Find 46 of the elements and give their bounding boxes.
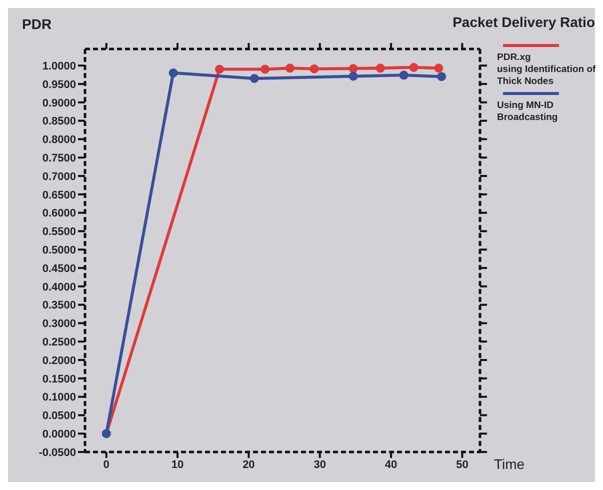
x-axis-title: Time — [494, 456, 525, 472]
point — [348, 72, 358, 81]
y-tick-label: 0.2000 — [42, 354, 76, 367]
text: PDR.xg using Identification of Thick Nodes — [497, 52, 597, 88]
point — [250, 74, 259, 83]
x-tick-label: 0 — [103, 458, 110, 471]
x-tick-label: 50 — [456, 458, 468, 471]
y-tick-label: 0.2500 — [42, 336, 76, 348]
y-tick-label: -0.0500 — [38, 446, 76, 459]
y-tick-label: 1.0000 — [42, 60, 76, 72]
y-tick-label: 0.7500 — [42, 152, 76, 164]
y-tick-label: 0.5500 — [42, 226, 76, 238]
point — [285, 64, 294, 73]
y-tick-label: 0.5000 — [42, 244, 76, 256]
y-tick-label: 0.8500 — [42, 116, 76, 128]
text: Packet Delivery Ratio — [452, 14, 595, 30]
point — [437, 72, 446, 82]
y-tick-label: 0.9500 — [42, 78, 76, 91]
x-tick-label: 10 — [171, 458, 184, 471]
point — [376, 64, 385, 73]
y-tick-label: 0.0000 — [42, 428, 76, 441]
y-axis-title: PDR — [22, 16, 52, 32]
point — [409, 62, 418, 72]
y-tick-label: 0.1000 — [42, 392, 76, 404]
y-tick-label: 0.4500 — [42, 262, 76, 275]
y-tick-label: 0.3500 — [42, 300, 76, 312]
y-tick-label: 0.4000 — [42, 281, 76, 294]
y-tick-label: 0.3000 — [42, 318, 76, 330]
y-tick-label: 0.1500 — [42, 373, 76, 386]
text: Using MN-ID Broadcasting — [497, 100, 559, 124]
y-tick-label: 0.6000 — [42, 208, 76, 220]
x-tick-label: 20 — [242, 458, 255, 471]
y-tick-label: 0.7000 — [42, 170, 76, 183]
y-tick-label: 0.8000 — [42, 134, 76, 146]
y-tick-label: 0.9000 — [42, 97, 76, 110]
point — [348, 64, 358, 74]
point — [168, 68, 178, 78]
x-tick-label: 40 — [384, 458, 398, 471]
x-tick-label: 30 — [314, 458, 326, 471]
point — [399, 70, 408, 80]
y-tick-label: 0.6500 — [42, 189, 76, 202]
y-tick-label: 0.0500 — [42, 410, 76, 422]
point — [310, 64, 319, 74]
point — [260, 64, 270, 74]
point — [434, 64, 444, 73]
point — [215, 64, 224, 74]
